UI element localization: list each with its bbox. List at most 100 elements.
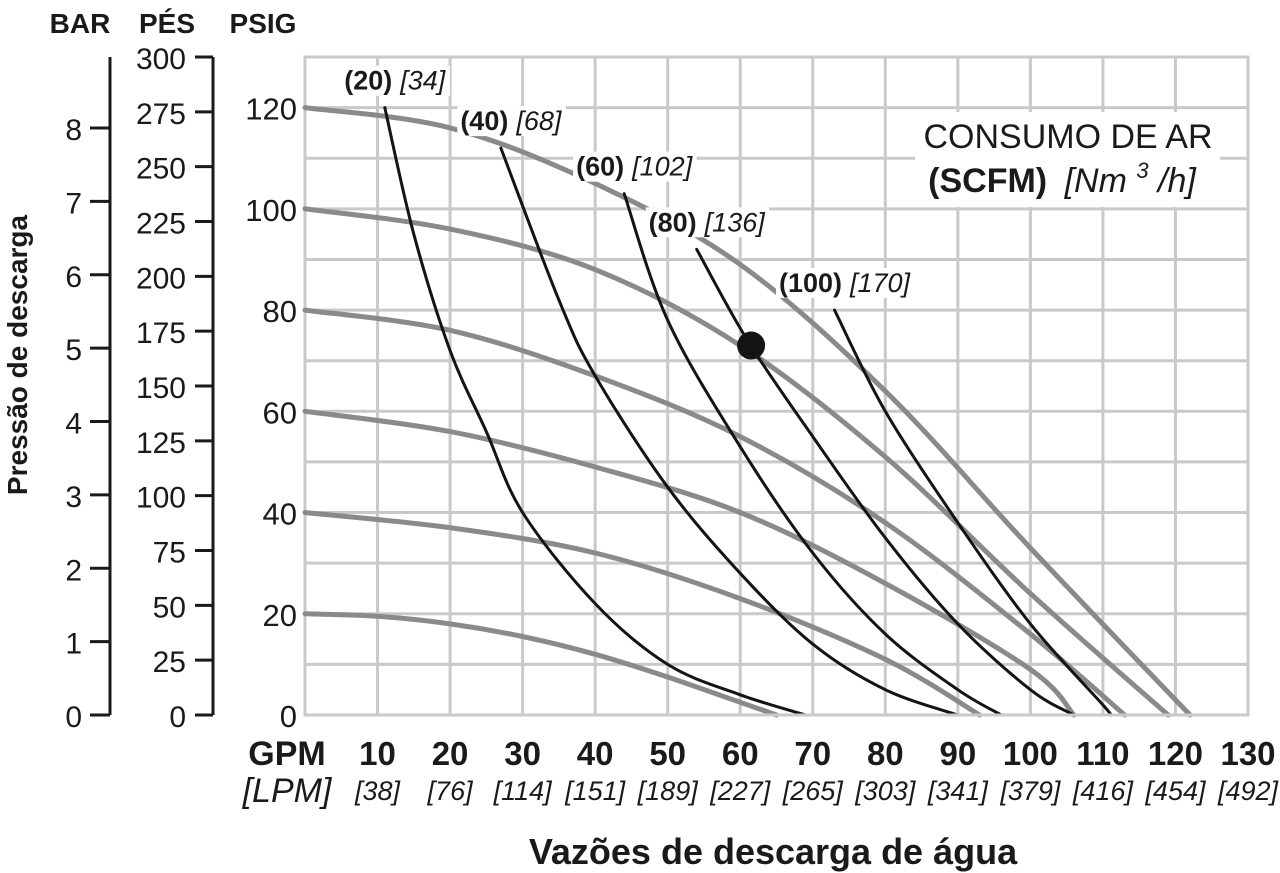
air-consumption-labels: (20) [34](40) [68](60) [102](80) [136](100)[… [341, 65, 915, 299]
x-tick-alt-label: [114] [493, 776, 554, 806]
y-axis-title: Pressão de descarga [2, 214, 33, 495]
air-curve-label: (60) [102] [576, 152, 694, 182]
air-curve [499, 146, 960, 717]
x-tick-label: 10 [359, 735, 396, 772]
x-tick-alt-label: [38] [354, 776, 402, 806]
x-tick-alt-label: [379] [999, 776, 1062, 806]
ft-axis-header: PÉS [139, 8, 195, 39]
pressure-curves [302, 105, 1193, 718]
psig-tick-label: 120 [245, 92, 297, 127]
air-curve-nm3h: [170] [849, 268, 912, 298]
bar-tick-label: 6 [65, 261, 82, 294]
air-curve-label-background [775, 268, 915, 299]
air-curve-nm3h: [136] [704, 207, 767, 237]
x-tick-label: 50 [649, 735, 686, 772]
ft-tick-label: 200 [136, 262, 186, 295]
x-tick-label: 100 [1003, 735, 1058, 772]
air-curve-scfm: (20) [344, 66, 392, 96]
x-tick-label: 60 [722, 735, 759, 772]
psig-axis-header: PSIG [230, 8, 297, 39]
psig-tick-label: 40 [263, 497, 297, 532]
ft-tick-label: 250 [136, 153, 186, 186]
air-curve [833, 308, 1113, 717]
air-curve-nm3h: [102] [631, 152, 694, 182]
air-curve-label: (40) [68] [460, 106, 563, 136]
air-curve-scfm: (60) [576, 152, 624, 182]
x-tick-label: 70 [794, 735, 831, 772]
air-curve-label-background [341, 65, 450, 96]
bar-tick-label: 2 [65, 554, 82, 587]
x-tick-label: 110 [1076, 735, 1129, 772]
x-tick-label: 120 [1148, 735, 1203, 772]
ft-tick-label: 150 [136, 372, 186, 405]
psig-tick-label: 20 [263, 598, 297, 633]
ft-tick-label: 0 [169, 701, 186, 734]
bar-tick-label: 4 [65, 408, 82, 441]
air-curve-label-background [457, 106, 566, 137]
x-tick-alt-label: [454] [1144, 776, 1207, 806]
ft-tick-label: 175 [136, 317, 186, 350]
x-tick-alt-label: [227] [709, 776, 772, 806]
bar-tick-label: 7 [65, 187, 82, 220]
x-tick-label: 80 [867, 735, 904, 772]
ft-tick-label: 100 [136, 482, 186, 515]
ft-tick-label: 275 [136, 98, 186, 131]
axes: 0204060801001200255075100125150175200225… [65, 43, 1279, 806]
x-tick-alt-label: [76] [427, 776, 475, 806]
air-curve-nm3h: [34] [399, 66, 447, 96]
x-unit-label: GPM [248, 735, 325, 773]
x-tick-alt-label: [189] [637, 776, 700, 806]
ft-tick-label: 300 [136, 43, 186, 76]
air-curve-scfm: (40) [460, 106, 508, 136]
legend-title-sup: 3 [1136, 158, 1149, 183]
x-tick-label: 30 [504, 735, 541, 772]
air-curve [383, 106, 807, 717]
pressure-curve-60 [302, 408, 1077, 718]
air-curve-nm3h: [68] [515, 106, 563, 136]
ft-tick-label: 225 [136, 208, 186, 241]
pressure-curve-20 [302, 611, 779, 718]
x-tick-alt-label: [265] [782, 776, 845, 806]
bar-tick-label: 8 [65, 114, 82, 147]
legend-title-nm3h-post: /h] [1156, 162, 1197, 200]
x-tick-label: 90 [939, 735, 976, 772]
pressure-curve-40 [302, 510, 983, 718]
x-tick-alt-label: [341] [927, 776, 990, 806]
x-tick-label: 130 [1220, 735, 1275, 772]
legend-title-line1: CONSUMO DE AR [923, 118, 1212, 156]
x-tick-label: 20 [432, 735, 469, 772]
pressure-curve-80 [302, 307, 1128, 718]
ft-tick-label: 125 [136, 427, 186, 460]
x-tick-alt-label: [151] [564, 776, 627, 806]
ft-tick-label: 75 [153, 537, 186, 570]
legend-title-scfm: (SCFM) [928, 162, 1047, 200]
psig-tick-label: 60 [263, 395, 297, 430]
legend-title-nm3h-pre: [Nm [1064, 162, 1127, 200]
air-curve-label: (20) [34] [344, 66, 447, 96]
air-curve-scfm: (100) [779, 268, 842, 298]
x-tick-alt-label: [416] [1072, 776, 1135, 806]
legend-title-background [915, 112, 1220, 207]
bar-tick-label: 5 [65, 334, 82, 367]
air-curve-label: (100) [170] [779, 268, 912, 298]
psig-tick-label: 100 [245, 193, 297, 228]
legend-title-line2: (SCFM) [Nm 3 /h] [928, 148, 1197, 200]
bar-axis-header: BAR [50, 8, 111, 39]
air-curve-label-background [645, 207, 770, 238]
pressure-curve-120 [302, 105, 1193, 718]
x-tick-alt-label: [492] [1217, 776, 1280, 806]
psig-tick-label: 0 [280, 699, 297, 734]
operating-point-marker [737, 331, 766, 360]
x-tick-label: 40 [577, 735, 614, 772]
x-tick-alt-label: [303] [854, 776, 917, 806]
ft-tick-label: 50 [153, 591, 186, 624]
air-curve-label-background [573, 151, 697, 182]
air-curve-label: (80) [136] [649, 207, 767, 237]
x-axis-title: Vazões de descarga de água [529, 831, 1018, 872]
psig-tick-label: 80 [263, 294, 297, 329]
x-unit-label-alt: [LPM] [242, 772, 333, 810]
bar-tick-label: 0 [65, 701, 82, 734]
bar-tick-label: 3 [65, 481, 82, 514]
bar-tick-label: 1 [65, 628, 82, 661]
